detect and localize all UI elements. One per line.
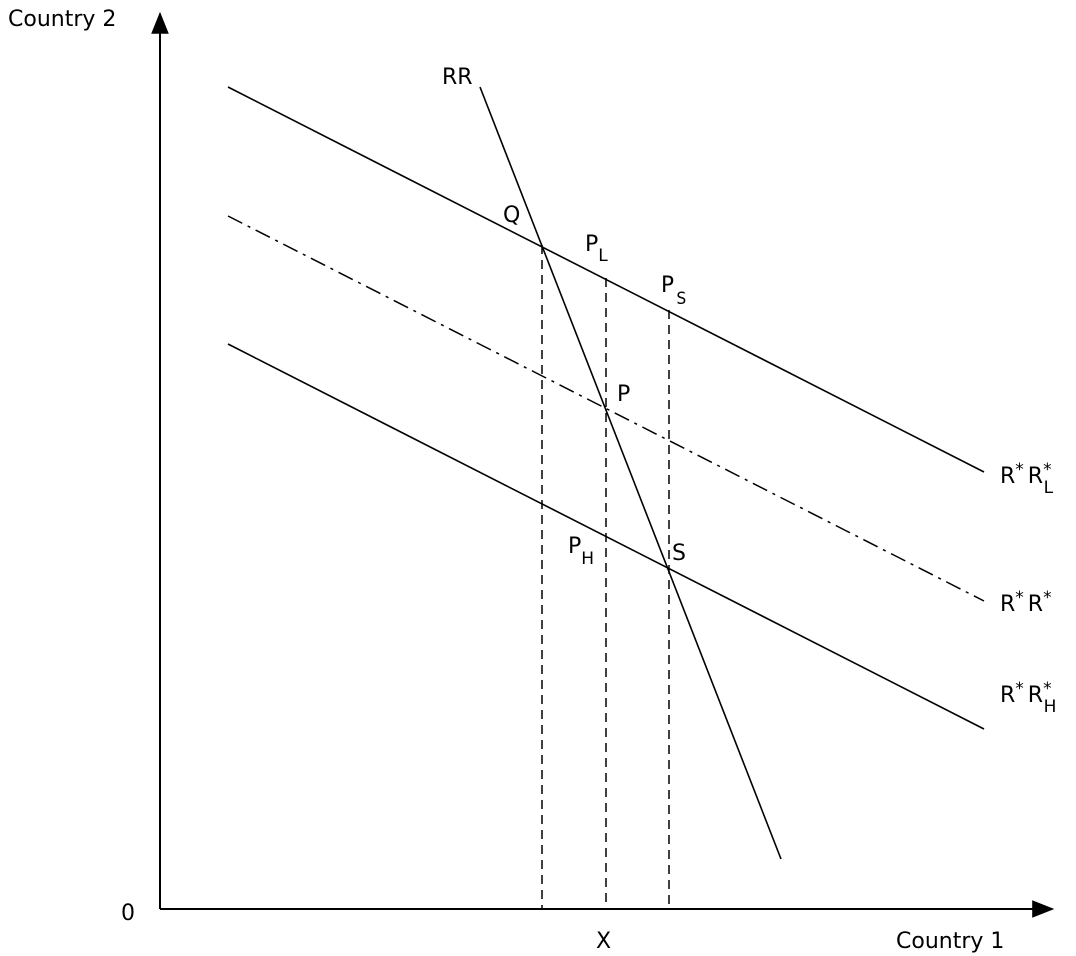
lower-curve-label-sup2: *	[1043, 679, 1052, 699]
x-axis-label: Country 1	[896, 929, 1004, 954]
point-ph-base: P	[568, 534, 581, 559]
upper-curve-label-base: R	[1000, 464, 1015, 489]
origin-label: 0	[121, 901, 135, 926]
point-pl-sub: L	[598, 246, 608, 266]
middle-curve-line	[227, 215, 985, 602]
lower-curve-label: R* R* H	[1000, 679, 1056, 717]
rr-curve-line	[479, 86, 782, 860]
x-tick-label: X	[596, 929, 611, 954]
upper-curve-label-sub: L	[1044, 478, 1054, 498]
lower-curve-label-sub: H	[1044, 697, 1057, 717]
point-q-label: Q	[503, 203, 520, 228]
upper-curve-label-sup2: *	[1043, 460, 1052, 480]
point-ps-sub: S	[676, 289, 686, 309]
rr-label: RR	[442, 65, 473, 90]
upper-curve-label-mid: R	[1028, 464, 1043, 489]
upper-curve-label-sup: *	[1015, 460, 1024, 480]
y-axis-label: Country 2	[8, 7, 116, 32]
middle-curve-label-base: R	[1000, 592, 1015, 617]
point-s-label: S	[672, 541, 686, 566]
middle-curve-label-sup2: *	[1043, 588, 1052, 608]
middle-curve-label-mid: R	[1028, 592, 1043, 617]
lower-curve-label-base: R	[1000, 683, 1015, 708]
point-ps-label: PS	[661, 273, 687, 309]
point-ph-label: PH	[568, 534, 594, 569]
point-p-label: P	[617, 382, 630, 407]
middle-curve-label: R* R*	[1000, 588, 1052, 617]
point-ph-sub: H	[581, 549, 594, 569]
point-pl-base: P	[585, 232, 598, 257]
point-ps-base: P	[661, 273, 674, 298]
upper-curve-label: R* R* L	[1000, 460, 1054, 498]
lower-curve-label-sup: *	[1015, 679, 1024, 699]
lower-curve-label-mid: R	[1028, 683, 1043, 708]
middle-curve-label-sup: *	[1015, 588, 1024, 608]
point-pl-label: PL	[585, 232, 608, 266]
